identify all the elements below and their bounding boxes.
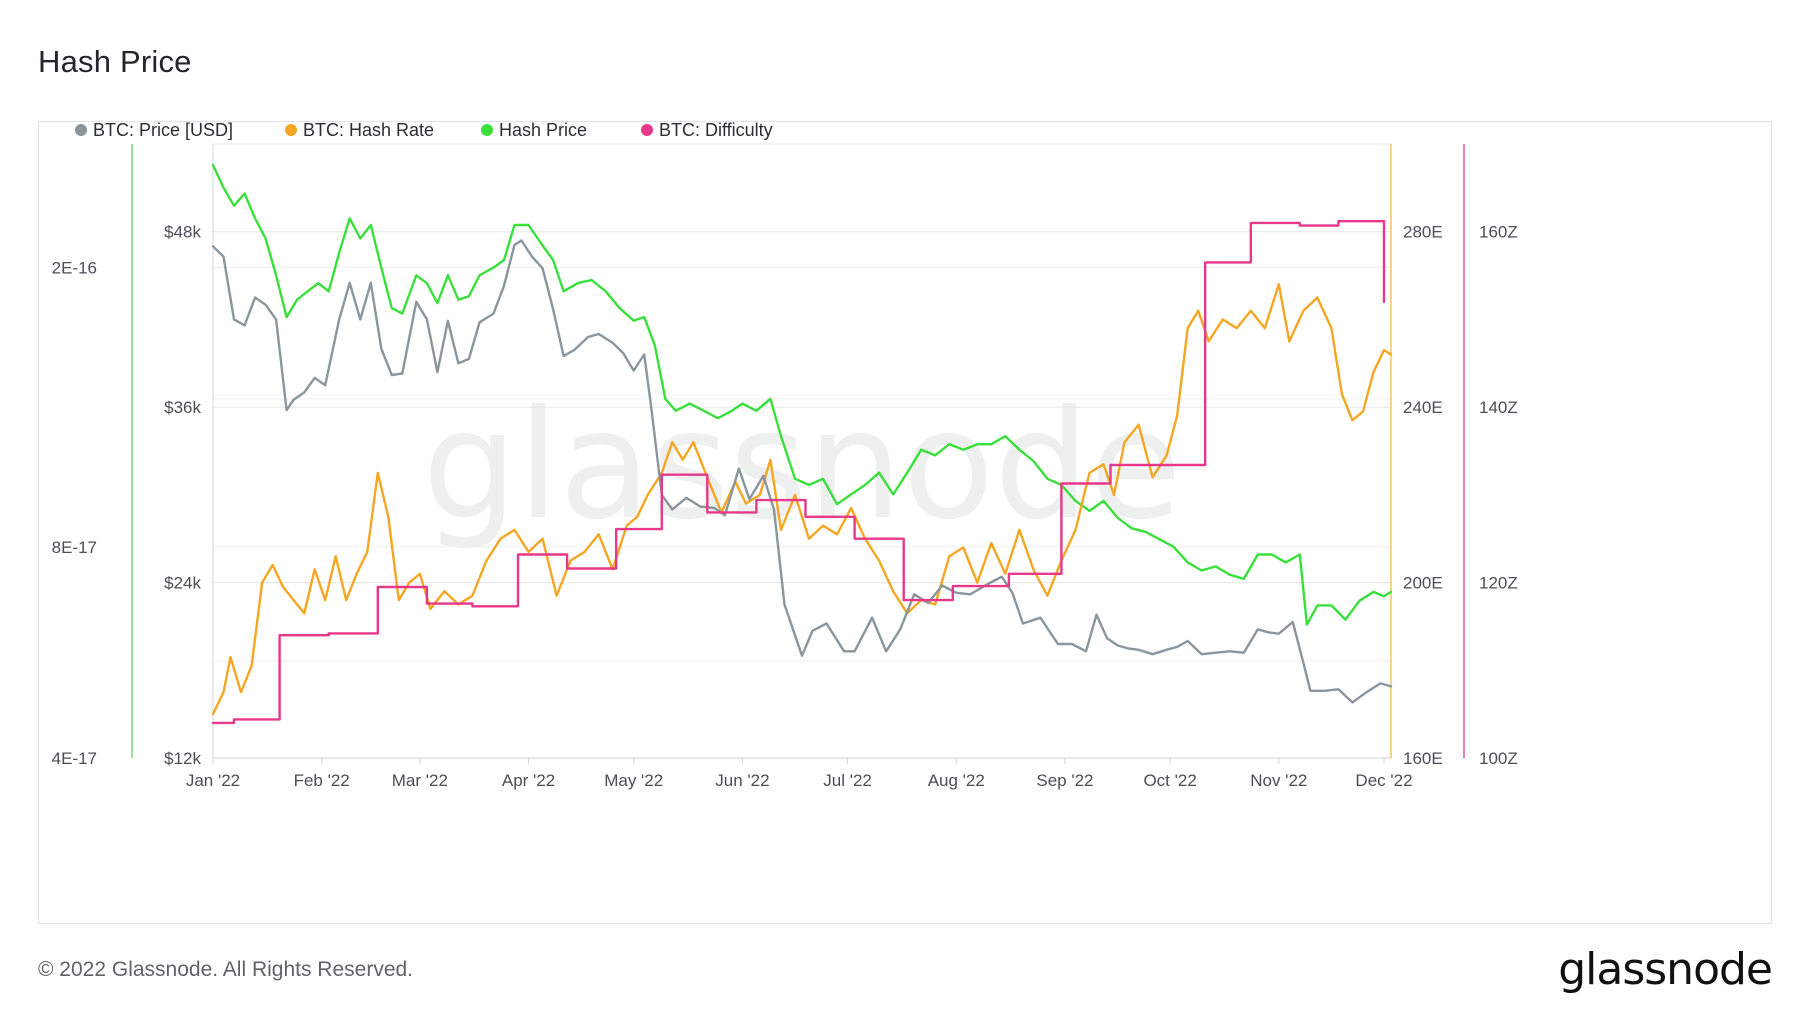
legend-marker-btc-hash-rate [285,124,297,136]
hash-rate-tick-label: 280E [1403,223,1443,242]
price-tick-label: $24k [164,574,201,593]
x-tick-label: Apr '22 [502,771,555,790]
hash-rate-tick-label: 200E [1403,574,1443,593]
brand-logo[interactable]: glassnode [1558,944,1773,995]
watermark-text: glassnode [422,379,1181,553]
difficulty-tick-label: 140Z [1479,398,1518,417]
page-title: Hash Price [38,44,192,79]
price-tick-label: $48k [164,223,201,242]
legend-label-btc-difficulty[interactable]: BTC: Difficulty [659,122,773,140]
legend-label-btc-hash-rate[interactable]: BTC: Hash Rate [303,122,434,140]
difficulty-tick-label: 160Z [1479,223,1518,242]
x-tick-label: Aug '22 [928,771,985,790]
x-tick-label: Jan '22 [186,771,240,790]
price-tick-label: $12k [164,749,201,768]
hash-price-chart[interactable]: glassnode 4E-17 8E-17 2E-16 $12k $24k $36k $48k… [39,122,1773,925]
legend-label-hash-price[interactable]: Hash Price [499,122,587,140]
x-tick-label: May '22 [604,771,663,790]
difficulty-tick-label: 100Z [1479,749,1518,768]
x-tick-label: Feb '22 [294,771,350,790]
x-tick-label: Dec '22 [1355,771,1412,790]
legend-label-btc-price-usd[interactable]: BTC: Price [USD] [93,122,233,140]
series-line-btc-difficulty [211,219,1386,725]
legend: BTC: Price [USD] BTC: Hash Rate Hash Price… [75,122,773,140]
legend-marker-btc-price-usd [75,124,87,136]
series-line-hash-price [211,163,1393,626]
hash-price-tick-label: 2E-16 [52,259,97,278]
difficulty-tick-label: 120Z [1479,574,1518,593]
x-tick-label: Jul '22 [823,771,872,790]
price-tick-label: $36k [164,398,201,417]
x-tick-label: Jun '22 [715,771,769,790]
legend-marker-hash-price [481,124,493,136]
legend-marker-btc-difficulty [641,124,653,136]
hash-price-tick-label: 4E-17 [52,749,97,768]
chart-panel: glassnode 4E-17 8E-17 2E-16 $12k $24k $36k $48k… [38,121,1772,924]
x-tick-label: Oct '22 [1143,771,1196,790]
series-group [211,163,1393,725]
copyright-text: © 2022 Glassnode. All Rights Reserved. [38,958,414,981]
hash-rate-tick-label: 240E [1403,398,1443,417]
x-tick-label: Sep '22 [1036,771,1093,790]
series-line-btc-hash-rate [211,283,1393,716]
hash-rate-tick-label: 160E [1403,749,1443,768]
x-tick-label: Mar '22 [392,771,448,790]
x-tick-label: Nov '22 [1250,771,1307,790]
hash-price-tick-label: 8E-17 [52,538,97,557]
series-line-btc-price-usd [211,239,1393,704]
